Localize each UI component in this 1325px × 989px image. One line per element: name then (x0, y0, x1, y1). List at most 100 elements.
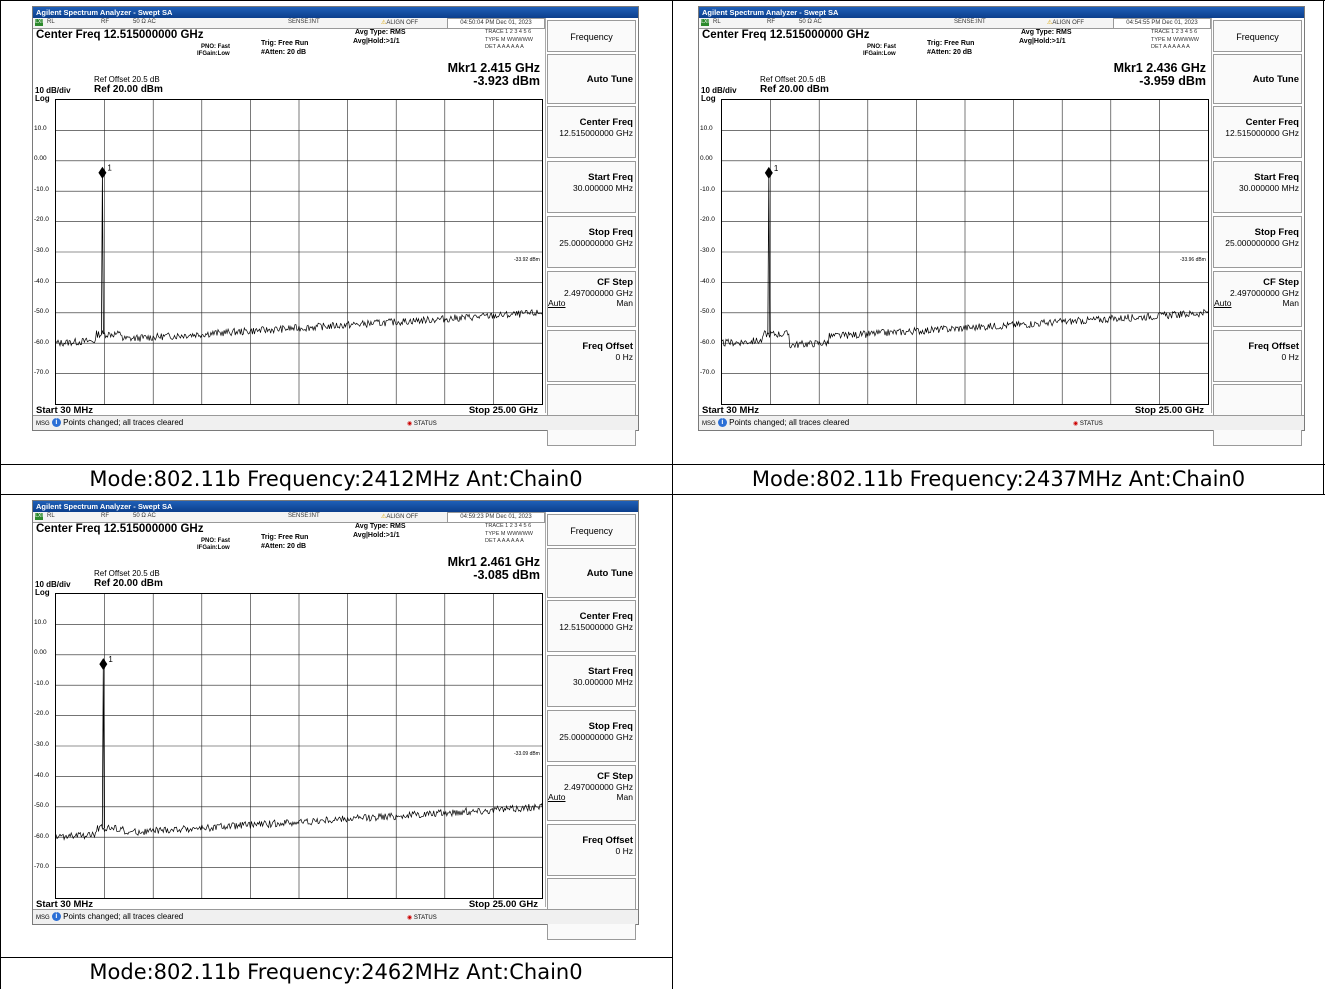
lxi-icon: LXI (701, 19, 709, 26)
y-tick-label: 0.00 (34, 155, 47, 163)
center-freq-readout: Center Freq 12.515000000 GHz (36, 29, 204, 41)
table-border-right (1323, 0, 1324, 495)
marker-1-icon (764, 166, 773, 179)
auto-tune-button[interactable]: Auto Tune (547, 54, 636, 104)
atten-label: #Atten: 20 dB (261, 49, 307, 56)
lxi-icon: LXI (35, 19, 43, 26)
start-freq-label: Start 30 MHz (36, 405, 94, 416)
auto-tune-button[interactable]: Auto Tune (547, 548, 636, 598)
y-tick-label: 10.0 (700, 124, 713, 132)
ref-offset-label: Ref Offset 20.5 dB (94, 75, 160, 84)
auto-tune-button[interactable]: Auto Tune (1213, 54, 1302, 104)
lxi-icon: LXI (35, 513, 43, 520)
spectrum-analyzer-window-1: Agilent Spectrum Analyzer - Swept SA LXI… (32, 6, 639, 446)
stop-freq-button[interactable]: Stop Freq 25.000000000 GHz (1213, 216, 1302, 268)
freq-offset-button[interactable]: Freq Offset 0 Hz (547, 824, 636, 876)
start-freq-button[interactable]: Start Freq 30.000000 MHz (1213, 161, 1302, 213)
marker-freq-readout: Mkr1 2.415 GHz (447, 61, 540, 75)
spectrum-trace (722, 308, 1208, 349)
stop-freq-label: Stop 25.00 GHz (468, 405, 538, 416)
ifgain-label: IFGain:Low (863, 51, 896, 57)
center-freq-readout: Center Freq 12.515000000 GHz (702, 29, 870, 41)
info-icon: i (717, 418, 727, 428)
message-bar: MSG i Points changed; all traces cleared… (33, 909, 638, 924)
y-tick-label: -60.0 (34, 338, 49, 346)
status-indicator: ◉ STATUS (407, 421, 437, 427)
y-tick-label: -20.0 (700, 216, 715, 224)
log-label: Log (701, 94, 716, 103)
ref-level-label: Ref 20.00 dBm (94, 578, 163, 589)
y-tick-label: 10.0 (34, 618, 47, 626)
timestamp: 04:50:04 PM Dec 01, 2023 (447, 18, 545, 29)
stop-freq-button[interactable]: Stop Freq 25.000000000 GHz (547, 216, 636, 268)
log-label: Log (35, 94, 50, 103)
marker-1-icon (99, 658, 108, 671)
softkey-menu: Frequency Auto Tune Center Freq 12.515000… (545, 18, 638, 446)
y-tick-label: -10.0 (34, 185, 49, 193)
rf-label: RF (101, 513, 109, 519)
impedance-label: 50 Ω AC (799, 19, 822, 25)
align-label: ⚠ALIGN OFF (1047, 20, 1085, 26)
trig-label: Trig: Free Run (261, 534, 309, 541)
cf-step-button[interactable]: CF Step 2.497000000 GHz Auto Man (547, 765, 636, 821)
sense-label: SENSE:INT (288, 19, 320, 25)
table-border-row2 (0, 494, 1325, 495)
scale-label: 10 dB/div (701, 86, 737, 95)
window-title: Agilent Spectrum Analyzer - Swept SA (33, 501, 638, 512)
status-row: LXI RL RF 50 Ω AC SENSE:INT ⚠ALIGN OFF 0… (33, 18, 545, 29)
freq-offset-button[interactable]: Freq Offset 0 Hz (547, 330, 636, 382)
table-border-row3 (0, 957, 673, 958)
start-freq-button[interactable]: Start Freq 30.000000 MHz (547, 161, 636, 213)
y-tick-label: -50.0 (34, 802, 49, 810)
ref-offset-label: Ref Offset 20.5 dB (760, 75, 826, 84)
y-tick-label: -70.0 (34, 863, 49, 871)
plot-svg: -33.92 dBm 1 (56, 100, 542, 404)
center-freq-button[interactable]: Center Freq 12.515000000 GHz (547, 600, 636, 652)
window-title: Agilent Spectrum Analyzer - Swept SA (699, 7, 1304, 18)
y-tick-label: -60.0 (700, 338, 715, 346)
timestamp: 04:54:55 PM Dec 01, 2023 (1113, 18, 1211, 29)
impedance-label: 50 Ω AC (133, 19, 156, 25)
start-freq-label: Start 30 MHz (36, 899, 94, 910)
marker-level-readout: -3.085 dBm (473, 568, 540, 582)
freq-offset-button[interactable]: Freq Offset 0 Hz (1213, 330, 1302, 382)
center-freq-button[interactable]: Center Freq 12.515000000 GHz (547, 106, 636, 158)
status-indicator: ◉ STATUS (1073, 421, 1103, 427)
spectrum-plot: -33.92 dBm 1 (55, 99, 543, 405)
y-tick-label: -30.0 (700, 247, 715, 254)
pno-label: PNO: Fast (201, 538, 231, 544)
timestamp: 04:59:23 PM Dec 01, 2023 (447, 512, 545, 523)
menu-title: Frequency (1213, 20, 1302, 52)
avg-type-label: Avg Type: RMS (355, 29, 406, 36)
marker-1-label: 1 (108, 655, 113, 664)
avg-hold-label: Avg|Hold:>1/1 (353, 38, 400, 45)
stop-freq-button[interactable]: Stop Freq 25.000000000 GHz (547, 710, 636, 762)
trace-info: TRACE 1 2 3 4 5 6 TYPE M WWWWW DET A A A A… (485, 29, 533, 50)
cf-step-button[interactable]: CF Step 2.497000000 GHz Auto Man (1213, 271, 1302, 327)
spectrum-analyzer-window-3: Agilent Spectrum Analyzer - Swept SA LXI… (32, 500, 639, 940)
stop-freq-label: Stop 25.00 GHz (1134, 405, 1204, 416)
y-tick-label: -10.0 (700, 185, 715, 193)
y-tick-label: -50.0 (34, 308, 49, 316)
pno-label: PNO: Fast (201, 44, 231, 50)
table-border-row1 (0, 464, 1325, 465)
y-tick-label: -50.0 (700, 308, 715, 316)
ref-offset-label: Ref Offset 20.5 dB (94, 569, 160, 578)
start-freq-button[interactable]: Start Freq 30.000000 MHz (547, 655, 636, 707)
marker-1-label: 1 (774, 164, 779, 173)
marker-freq-readout: Mkr1 2.461 GHz (447, 555, 540, 569)
y-tick-label: -70.0 (700, 369, 715, 377)
y-tick-label: 0.00 (34, 649, 47, 657)
y-tick-label: 10.0 (34, 124, 47, 132)
sense-label: SENSE:INT (288, 513, 320, 519)
y-tick-label: -70.0 (34, 369, 49, 377)
y-tick-label: -10.0 (34, 679, 49, 687)
marker-freq-readout: Mkr1 2.436 GHz (1113, 61, 1206, 75)
center-freq-button[interactable]: Center Freq 12.515000000 GHz (1213, 106, 1302, 158)
ifgain-label: IFGain:Low (197, 51, 230, 57)
status-indicator: ◉ STATUS (407, 915, 437, 921)
avg-hold-label: Avg|Hold:>1/1 (353, 532, 400, 539)
cf-step-button[interactable]: CF Step 2.497000000 GHz Auto Man (547, 271, 636, 327)
atten-label: #Atten: 20 dB (927, 49, 973, 56)
carrier-spike (101, 172, 104, 335)
